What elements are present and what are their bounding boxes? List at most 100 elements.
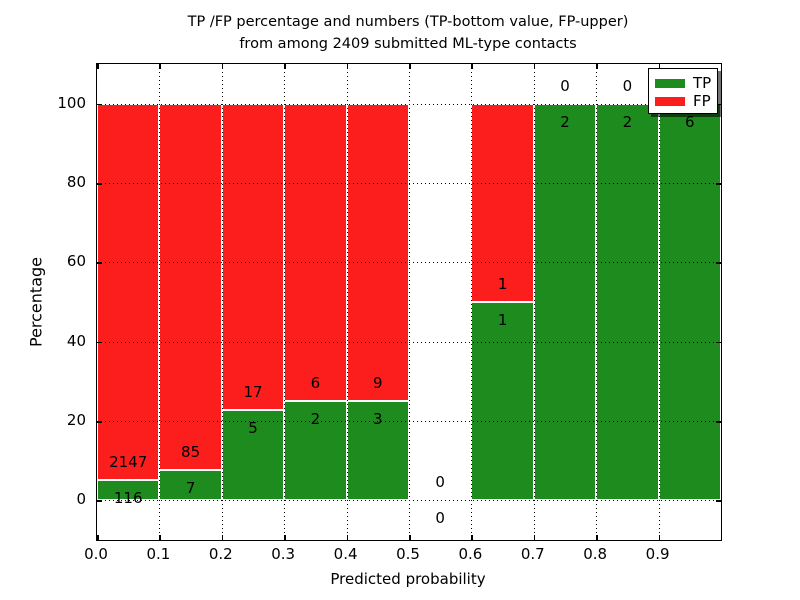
bar-label-fp: 0 — [622, 76, 633, 95]
v-gridline — [284, 64, 286, 540]
v-gridline — [533, 64, 535, 540]
y-tick-mark — [97, 262, 102, 264]
chart-title-line1: TP /FP percentage and numbers (TP-bottom… — [187, 14, 629, 30]
bar-segment-tp — [159, 470, 222, 501]
x-tick-label: 0.3 — [271, 545, 296, 563]
y-tick-label: 80 — [66, 173, 86, 191]
y-tick-mark-right — [716, 341, 721, 344]
bar-segment-tp — [533, 103, 597, 501]
legend: TP FP — [648, 68, 718, 114]
x-tick-mark-top — [596, 64, 598, 69]
bar-label-tp: 0 — [435, 509, 445, 528]
bar-segment-tp — [596, 103, 659, 501]
bar-label-tp: 7 — [185, 479, 196, 497]
v-gridline — [471, 64, 473, 540]
bar-label-fp: 9 — [373, 374, 383, 393]
bar-segment-fp — [284, 103, 347, 402]
x-tick-label: 0.8 — [583, 545, 608, 563]
plot-area: 214711685717562930011020206 TP FP — [96, 63, 722, 541]
bar-segment-tp — [471, 302, 534, 501]
y-tick-label: 60 — [66, 252, 86, 271]
y-tick-mark-right — [716, 103, 721, 106]
bar-label-fp: 0 — [435, 473, 445, 492]
y-tick-mark-right — [716, 183, 721, 185]
y-tick-mark — [97, 103, 102, 106]
x-tick-mark-top — [533, 64, 536, 69]
bar-label-fp: 85 — [181, 443, 201, 462]
x-tick-mark-top — [159, 64, 161, 69]
y-tick-label: 0 — [76, 490, 86, 509]
bar-segment-tp — [284, 401, 347, 501]
x-tick-mark — [533, 535, 536, 540]
x-tick-mark-top — [658, 64, 661, 69]
y-tick-mark-right — [716, 500, 721, 502]
y-tick-label: 100 — [57, 93, 86, 112]
x-tick-mark — [596, 535, 598, 540]
v-gridline — [658, 64, 660, 540]
bar-segment-tp — [658, 103, 721, 501]
bar-segment-fp — [346, 103, 409, 402]
bar-segment-fp — [471, 103, 534, 302]
legend-entry-tp: TP — [655, 74, 717, 92]
x-tick-mark-top — [284, 64, 286, 69]
x-tick-mark-top — [409, 64, 411, 69]
x-tick-mark — [471, 535, 473, 540]
x-tick-mark-top — [346, 64, 349, 69]
v-gridline — [159, 64, 161, 540]
y-tick-mark-right — [716, 421, 721, 423]
bar-segment-tp — [97, 480, 160, 501]
x-tick-label: 0.1 — [146, 545, 171, 563]
y-tick-mark — [97, 341, 102, 344]
v-gridline — [221, 64, 223, 540]
bar-segment-fp — [97, 103, 160, 480]
x-tick-mark — [346, 535, 349, 540]
x-tick-label: 0.7 — [520, 545, 545, 563]
bar-label-fp: 17 — [243, 383, 263, 402]
x-tick-mark — [409, 535, 411, 540]
bar-segment-fp — [221, 103, 285, 411]
x-tick-mark-top — [97, 64, 99, 69]
x-tick-mark — [658, 535, 661, 540]
bar-segment-tp — [221, 410, 285, 501]
y-tick-mark — [97, 421, 102, 423]
x-tick-mark-top — [221, 64, 224, 69]
x-tick-label: 0.9 — [645, 545, 670, 563]
x-tick-mark-top — [471, 64, 473, 69]
bar-label-fp: 0 — [560, 76, 570, 95]
bar-label-tp: 3 — [373, 410, 383, 429]
bar-label-tp: 6 — [685, 112, 695, 131]
y-tick-label: 40 — [66, 331, 86, 350]
bar-label-fp: 6 — [310, 374, 321, 393]
v-gridline — [346, 64, 348, 540]
v-gridline — [409, 64, 410, 540]
legend-entry-fp: FP — [655, 92, 717, 110]
legend-label-fp: FP — [693, 92, 711, 110]
legend-swatch-tp — [655, 78, 685, 88]
v-gridline — [596, 64, 598, 540]
x-tick-label: 0.4 — [333, 545, 358, 563]
bar-segment-fp — [159, 103, 222, 471]
bar-label-tp: 2 — [310, 410, 321, 429]
legend-label-tp: TP — [693, 74, 712, 92]
bar-label-tp: 5 — [248, 419, 258, 438]
bar-label-tp: 1 — [497, 310, 508, 329]
x-tick-mark — [284, 535, 286, 540]
chart-title: TP /FP percentage and numbers (TP-bottom… — [96, 11, 720, 55]
x-tick-label: 0.6 — [458, 545, 483, 563]
x-tick-mark — [97, 535, 99, 540]
x-tick-mark — [159, 535, 161, 540]
chart-title-line2: from among 2409 submitted ML-type contac… — [239, 36, 577, 52]
y-tick-label: 20 — [66, 411, 86, 429]
bar-label-fp: 2147 — [109, 453, 148, 472]
x-tick-label: 0.2 — [208, 545, 233, 563]
y-tick-mark-right — [716, 262, 721, 264]
bar-label-tp: 2 — [560, 112, 570, 131]
bar-label-tp: 116 — [113, 488, 143, 507]
x-axis-label: Predicted probability — [330, 570, 486, 588]
bar-label-tp: 2 — [622, 112, 633, 131]
legend-swatch-fp — [655, 96, 685, 106]
x-tick-label: 0.5 — [396, 545, 420, 563]
bar-label-fp: 1 — [497, 275, 508, 294]
y-tick-mark — [97, 183, 102, 185]
